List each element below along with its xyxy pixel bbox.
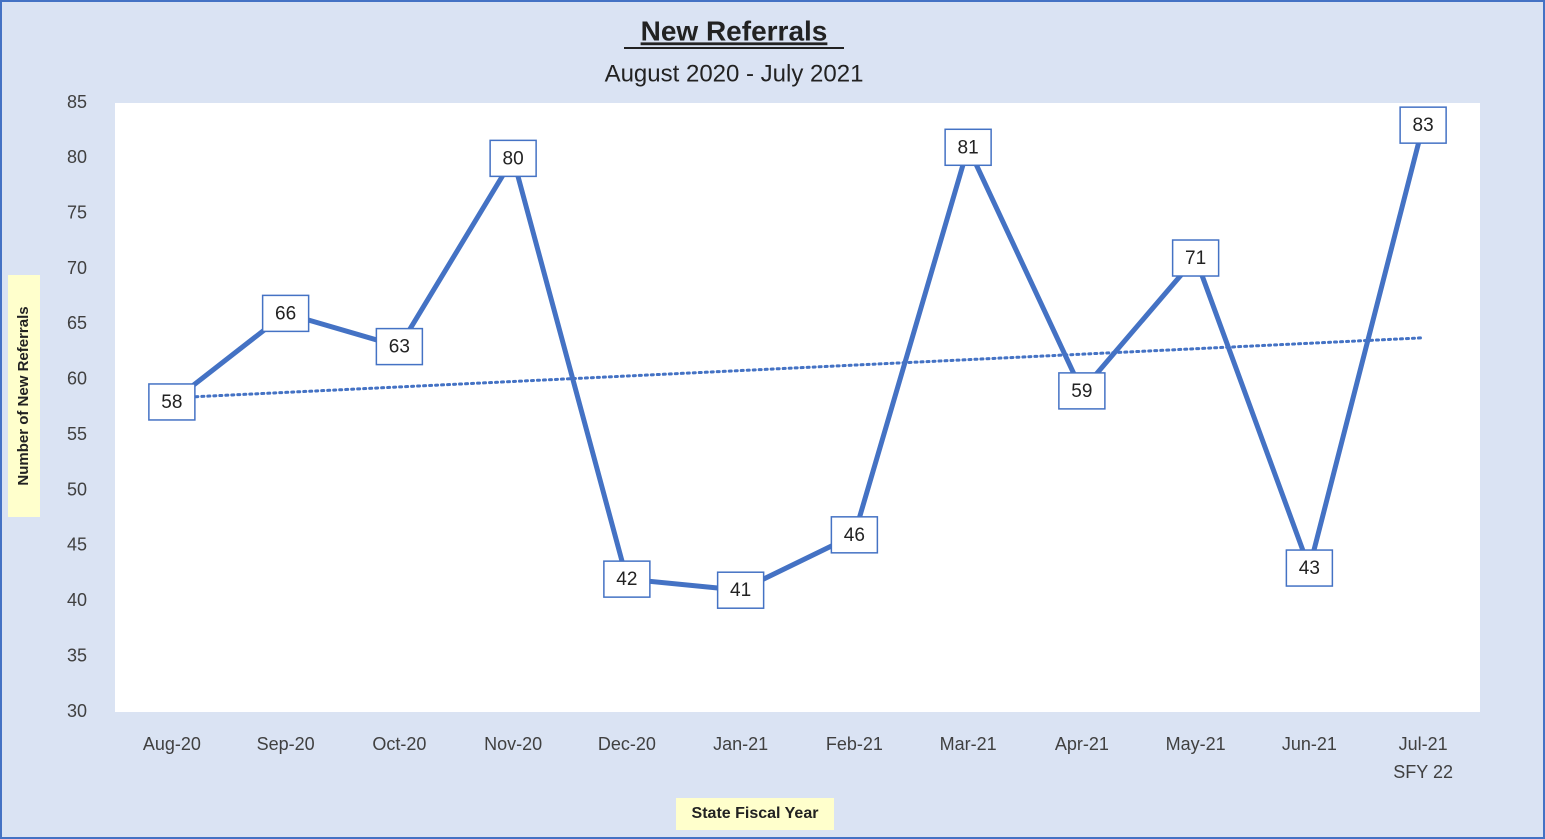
data-label: 59 [1071, 381, 1092, 402]
x-tick-label: Jun-21 [1282, 734, 1337, 754]
title-underline [624, 47, 844, 49]
y-tick-label: 65 [67, 313, 87, 333]
data-label: 41 [730, 580, 751, 601]
y-tick-label: 35 [67, 645, 87, 665]
x-tick-label: Jan-21 [713, 734, 768, 754]
data-label-box [261, 294, 310, 333]
x-tick-label: Sep-20 [257, 734, 315, 754]
trendline [170, 336, 1425, 400]
y-tick-label: 85 [67, 92, 87, 112]
y-tick-label: 40 [67, 590, 87, 610]
x-tick-label: Apr-21 [1055, 734, 1109, 754]
x-tick-label: Oct-20 [372, 734, 426, 754]
data-label-box [830, 516, 879, 554]
data-label: 80 [503, 148, 524, 169]
x-tick-label: May-21 [1166, 734, 1226, 754]
data-label: 63 [389, 337, 410, 358]
x-tick-label: Jul-21 [1399, 734, 1448, 754]
data-label-box [1058, 372, 1106, 410]
data-label-box [716, 571, 765, 609]
data-label: 46 [844, 525, 865, 546]
y-tick-label: 80 [67, 147, 87, 167]
annotation: SFY 22 [1393, 762, 1453, 782]
data-label-box [1285, 549, 1334, 587]
x-tick-label: Feb-21 [826, 734, 883, 754]
x-tick-label: Mar-21 [940, 734, 997, 754]
y-tick-label: 75 [67, 202, 87, 222]
data-label: 81 [958, 137, 979, 158]
data-label: 71 [1185, 248, 1206, 269]
y-tick-label: 70 [67, 258, 87, 278]
y-tick-label: 55 [67, 424, 87, 444]
y-axis-label: Number of New Referrals [15, 306, 32, 485]
data-label-box [148, 383, 196, 421]
x-tick-label: Aug-20 [143, 734, 201, 754]
y-tick-label: 50 [67, 479, 87, 499]
y-label-box [8, 275, 40, 517]
data-label-box [375, 327, 424, 366]
plot-area [115, 103, 1480, 712]
data-label: 43 [1299, 558, 1320, 579]
x-label-box [676, 798, 834, 830]
chart-title: New Referrals [641, 15, 828, 46]
data-label-box [603, 560, 651, 598]
data-label-box [944, 128, 992, 167]
data-label: 66 [275, 303, 296, 324]
data-label-box [1171, 239, 1220, 277]
y-tick-label: 30 [67, 701, 87, 721]
x-axis-label: State Fiscal Year [692, 805, 819, 822]
chart-subtitle: August 2020 - July 2021 [605, 60, 864, 87]
data-label: 83 [1413, 115, 1434, 136]
y-tick-label: 45 [67, 535, 87, 555]
y-tick-label: 60 [67, 369, 87, 389]
x-tick-label: Nov-20 [484, 734, 542, 754]
data-label-box [1399, 106, 1447, 144]
data-label: 42 [616, 569, 637, 590]
data-label-box [489, 139, 537, 178]
data-label: 58 [161, 392, 182, 413]
x-tick-label: Dec-20 [598, 734, 656, 754]
